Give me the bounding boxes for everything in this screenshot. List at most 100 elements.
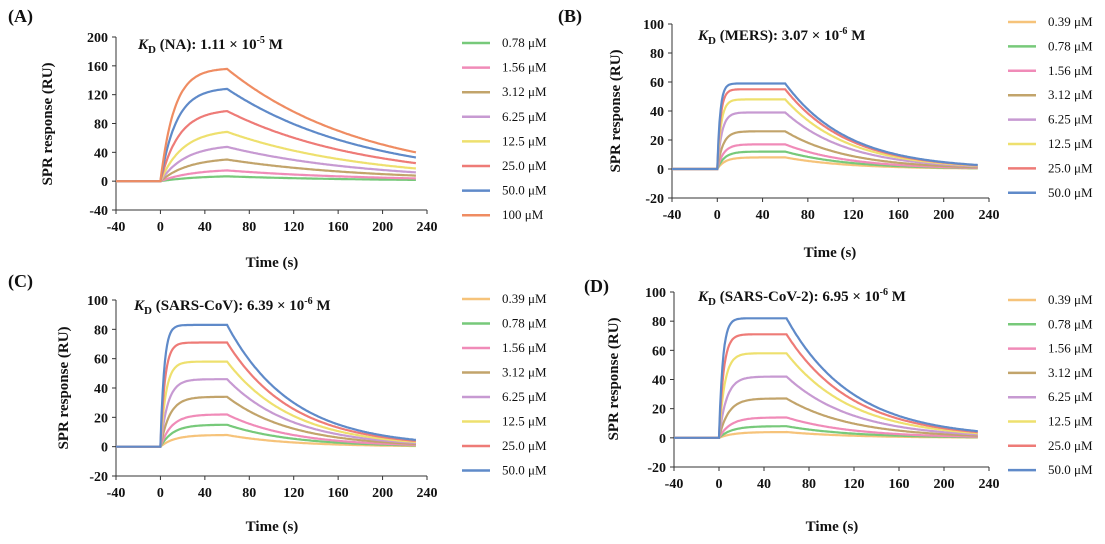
x-tick-label: 120 — [844, 477, 865, 492]
legend-label: 12.5 μM — [502, 414, 547, 429]
x-tick-label: 120 — [283, 486, 304, 501]
x-tick-label: 200 — [372, 220, 393, 235]
x-tick-label: 120 — [283, 220, 304, 235]
series-line-7 — [674, 317, 978, 439]
x-axis-title: Time (s) — [806, 519, 859, 535]
legend-label: 50.0 μM — [502, 463, 547, 478]
series-line-4 — [674, 375, 978, 439]
kd-annotation: KD (SARS-CoV): 6.39 × 10-6 M — [133, 296, 331, 317]
x-tick-label: 40 — [198, 486, 212, 501]
series-line-4 — [672, 111, 978, 171]
x-tick-label: 40 — [756, 208, 770, 223]
kd-subscript: D — [708, 35, 716, 47]
y-tick-label: 100 — [643, 18, 664, 33]
y-tick-label: 160 — [87, 60, 108, 75]
legend-label: 25.0 μM — [1048, 160, 1093, 175]
x-tick-label: 240 — [979, 477, 1000, 492]
series-line-4 — [116, 378, 416, 448]
kd-annotation: KD (NA): 1.11 × 10-5 M — [137, 35, 283, 56]
x-tick-label: 40 — [198, 220, 212, 235]
y-tick-label: 40 — [94, 146, 108, 161]
x-tick-label: 120 — [843, 208, 864, 223]
kd-text-body: (MERS): 3.07 × 10 — [716, 28, 839, 44]
panel-b: (B) -20 0 20 40 60 80 100 -40 0 40 80 120 160 200 240 Ti… — [558, 6, 1093, 261]
kd-exponent: -5 — [257, 35, 265, 46]
legend-label: 25.0 μM — [1048, 438, 1093, 453]
kd-subscript: D — [144, 305, 152, 317]
panel-label: (D) — [584, 276, 609, 297]
legend-label: 12.5 μM — [1048, 136, 1093, 151]
series-line-7 — [672, 82, 978, 171]
y-axis-title: SPR response (RU) — [608, 49, 624, 172]
y-tick-label: 80 — [94, 323, 108, 338]
legend-label: 1.56 μM — [502, 60, 547, 75]
kd-annotation: KD (MERS): 3.07 × 10-6 M — [697, 26, 865, 47]
series-line-2 — [672, 143, 978, 171]
x-tick-label: 0 — [716, 477, 723, 492]
x-tick-label: 200 — [934, 477, 955, 492]
y-tick-label: -20 — [645, 192, 664, 207]
y-tick-label: 200 — [87, 31, 108, 46]
series-line-3 — [116, 395, 416, 448]
x-tick-label: 240 — [417, 220, 438, 235]
y-tick-label: 0 — [101, 441, 108, 456]
kd-unit: M — [313, 298, 331, 314]
legend-label: 12.5 μM — [502, 133, 547, 148]
x-axis-title: Time (s) — [246, 519, 299, 535]
kd-unit: M — [847, 28, 865, 44]
legend-label: 50.0 μM — [1048, 462, 1093, 477]
kd-exponent: -6 — [839, 26, 847, 37]
y-tick-label: 60 — [650, 76, 664, 91]
x-tick-label: 160 — [328, 486, 349, 501]
legend-label: 0.39 μM — [502, 291, 547, 306]
x-tick-label: 0 — [157, 220, 164, 235]
series-line-1 — [116, 169, 416, 183]
legend-label: 0.78 μM — [1048, 316, 1093, 331]
y-tick-label: -40 — [89, 204, 108, 219]
x-tick-label: 200 — [933, 208, 954, 223]
legend-label: 3.12 μM — [502, 365, 547, 380]
y-tick-label: 120 — [87, 89, 108, 104]
legend-label: 100 μM — [502, 207, 544, 222]
legend-label: 25.0 μM — [502, 438, 547, 453]
y-tick-label: 0 — [657, 163, 664, 178]
x-tick-label: 0 — [714, 208, 721, 223]
series-line-6 — [674, 333, 978, 439]
series-line-3 — [116, 145, 416, 183]
x-tick-label: 200 — [372, 486, 393, 501]
legend-label: 6.25 μM — [502, 109, 547, 124]
legend-label: 12.5 μM — [1048, 414, 1093, 429]
legend-label: 25.0 μM — [502, 158, 547, 173]
legend-label: 3.12 μM — [1048, 87, 1093, 102]
x-tick-label: 40 — [757, 477, 771, 492]
legend-label: 1.56 μM — [1048, 63, 1093, 78]
kd-text-body: (SARS-CoV): 6.39 × 10 — [152, 298, 304, 314]
y-tick-label: 60 — [652, 344, 666, 359]
x-tick-label: 160 — [889, 477, 910, 492]
y-tick-label: 40 — [650, 105, 664, 120]
legend-label: 0.78 μM — [502, 35, 547, 50]
series-line-2 — [116, 158, 416, 183]
kd-text-body: (NA): 1.11 × 10 — [156, 37, 257, 53]
legend-label: 6.25 μM — [1048, 389, 1093, 404]
x-tick-label: 80 — [801, 208, 815, 223]
legend-label: 1.56 μM — [1048, 341, 1093, 356]
y-tick-label: 40 — [94, 382, 108, 397]
panel-label: (C) — [8, 271, 33, 292]
kd-symbol: K — [697, 289, 709, 305]
legend-label: 0.39 μM — [1048, 292, 1093, 307]
kd-exponent: -6 — [880, 287, 888, 298]
y-tick-label: 80 — [650, 47, 664, 62]
series-line-5 — [116, 109, 417, 183]
x-axis-title: Time (s) — [804, 245, 857, 261]
panel-d: (D) -20 0 20 40 60 80 100 -40 0 40 80 120 160 200 240 Ti… — [584, 276, 1093, 535]
y-tick-label: -20 — [647, 461, 666, 476]
kd-annotation: KD (SARS-CoV-2): 6.95 × 10-6 M — [697, 287, 906, 308]
legend-label: 0.39 μM — [1048, 14, 1093, 29]
y-axis-title: SPR response (RU) — [56, 326, 72, 449]
y-tick-label: -20 — [89, 470, 108, 485]
legend-label: 50.0 μM — [502, 183, 547, 198]
x-tick-label: 160 — [888, 208, 909, 223]
